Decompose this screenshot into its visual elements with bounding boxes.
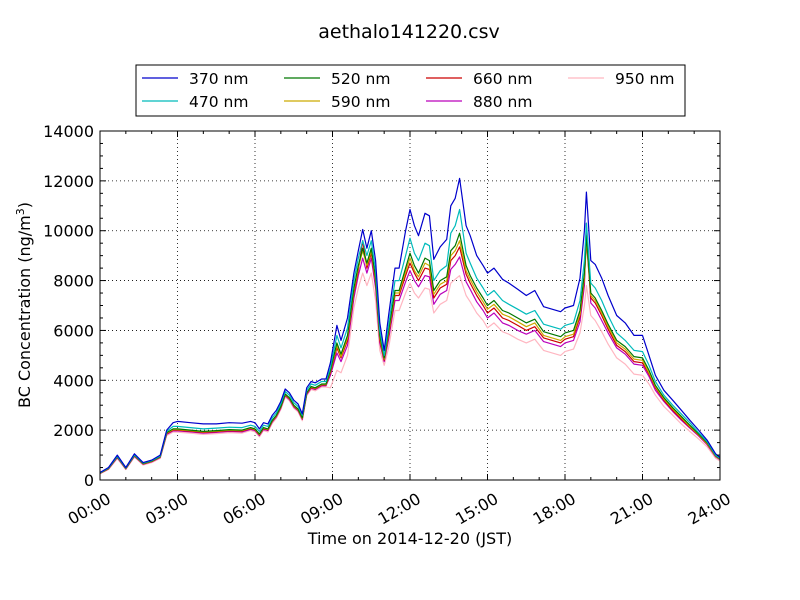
y-axis-label-main: BC Concentration (ng/m (15, 215, 34, 408)
y-tick-label: 4000 (53, 371, 94, 390)
y-tick-label: 14000 (43, 122, 94, 141)
y-axis-label-superscript: 3 (14, 208, 27, 215)
chart-title: aethalo141220.csv (318, 21, 500, 43)
y-tick-label: 10000 (43, 222, 94, 241)
legend: 370 nm 470 nm 520 nm 590 nm 660 nm 880 nm 950 … (135, 64, 686, 117)
series-line-950-nm (99, 272, 721, 475)
series-line-470-nm (99, 208, 721, 474)
x-tick-label: 12:00 (375, 489, 424, 529)
x-tick-label: 24:00 (685, 489, 734, 529)
x-tick-label: 09:00 (297, 489, 346, 529)
x-tick-label: 15:00 (452, 489, 501, 529)
legend-box (135, 64, 686, 117)
y-axis-label: BC Concentration (ng/m3) (14, 202, 34, 408)
plot-area: 0 2000 4000 6000 8000 10000 12000 14000 00:00 03:… (43, 122, 734, 529)
series-line-520-nm (99, 232, 721, 474)
y-tick-label: 12000 (43, 172, 94, 191)
legend-label: 880 nm (473, 93, 532, 111)
legend-label: 470 nm (189, 93, 248, 111)
y-tick-label: 2000 (53, 421, 94, 440)
x-tick-label: 00:00 (65, 489, 114, 529)
series-group (99, 177, 721, 475)
plot-background (100, 131, 720, 480)
x-tick-label: 21:00 (607, 489, 656, 529)
x-tick-label: 06:00 (220, 489, 269, 529)
legend-label: 660 nm (473, 70, 532, 88)
legend-label: 520 nm (331, 70, 390, 88)
x-tick-label: 03:00 (142, 489, 191, 529)
legend-label: 590 nm (331, 93, 390, 111)
y-tick-label: 0 (84, 471, 94, 490)
x-axis-label: Time on 2014-12-20 (JST) (307, 529, 512, 548)
y-tick-label: 6000 (53, 321, 94, 340)
legend-label: 950 nm (615, 70, 674, 88)
x-tick-label: 18:00 (530, 489, 579, 529)
series-line-880-nm (99, 222, 721, 474)
y-axis-label-end: ) (15, 202, 34, 208)
series-line-370-nm (99, 177, 721, 474)
legend-label: 370 nm (189, 70, 248, 88)
grid (100, 131, 720, 480)
y-tick-label: 8000 (53, 272, 94, 291)
